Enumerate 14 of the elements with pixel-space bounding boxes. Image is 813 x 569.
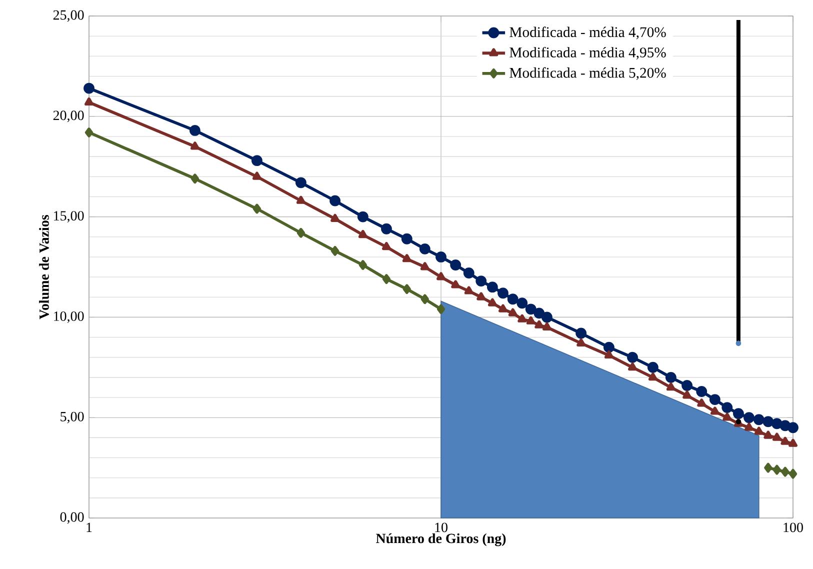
x-axis-title: Número de Giros (ng) (376, 533, 506, 546)
y-tick-label: 10,00 (54, 311, 84, 323)
y-tick-label: 5,00 (60, 412, 84, 424)
legend-label: Modificada - média 4,95% (510, 46, 666, 60)
y-tick-label: 15,00 (54, 211, 84, 223)
y-tick-label: 25,00 (53, 10, 84, 22)
y-tick-label: 20,00 (53, 110, 84, 122)
legend-label: Modificada - média 5,20% (510, 67, 666, 80)
x-tick-label: 10 (435, 522, 448, 532)
x-tick-label: 1 (86, 522, 92, 532)
legend-label: Modificada - média 4,70% (510, 26, 666, 40)
x-tick-label: 100 (784, 522, 803, 532)
y-tick-label: 0,00 (60, 512, 84, 524)
y-axis-title: Volume de Vazios (39, 214, 49, 320)
